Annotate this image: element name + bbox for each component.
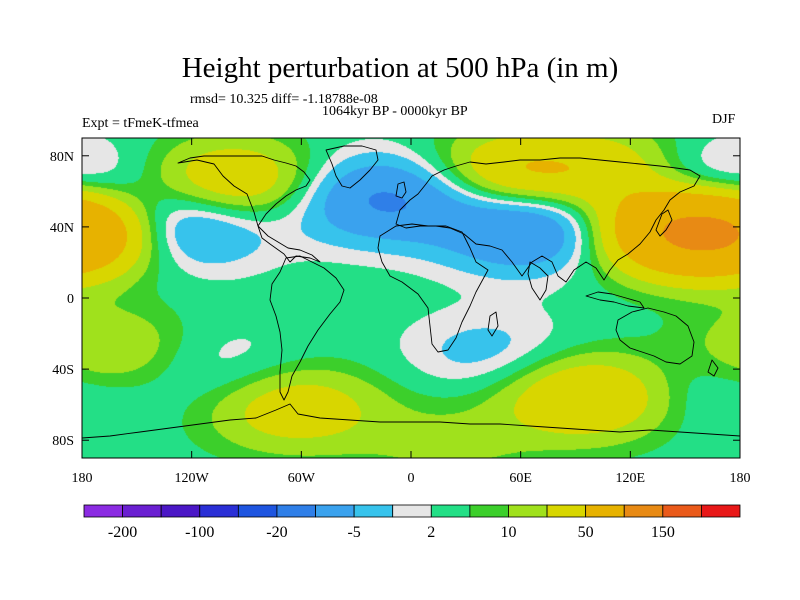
colorbar-swatch	[508, 504, 548, 518]
x-tick-label: 180	[730, 471, 751, 486]
colorbar-swatch	[623, 504, 664, 518]
colorbar-swatch	[353, 504, 394, 518]
colorbar-swatch	[662, 504, 702, 518]
colorbar-swatch	[237, 504, 278, 518]
colorbar-label: 150	[651, 524, 675, 541]
colorbar-swatch	[315, 504, 355, 518]
colorbar-swatch	[585, 504, 625, 518]
colorbar-label: 2	[427, 524, 435, 541]
africa-coastline	[377, 223, 489, 353]
new-zealand-coastline	[707, 359, 719, 377]
australia-coastline	[615, 307, 695, 365]
x-tick-label: 120W	[175, 471, 210, 486]
colorbar-swatch	[546, 504, 587, 518]
colorbar-swatch	[122, 504, 162, 518]
longitude-axis: 180 120W 60W 0 60E 120E 180	[72, 138, 751, 486]
stats-line: rmsd= 10.325 diff= -1.18788e-08	[190, 92, 378, 107]
period-label: 1064kyr BP - 0000kyr BP	[322, 104, 468, 119]
north-america-coastline	[177, 155, 321, 263]
colorbar-label: -100	[185, 524, 214, 541]
colorbar-swatch	[430, 504, 471, 518]
greenland-coastline	[325, 145, 379, 189]
x-tick-label: 60W	[288, 471, 316, 486]
x-tick-label: 120E	[616, 471, 646, 486]
y-tick-label: 0	[67, 292, 74, 307]
map-panel	[81, 137, 741, 459]
y-tick-label: 80N	[50, 150, 74, 165]
x-tick-label: 180	[72, 471, 93, 486]
x-tick-label: 0	[408, 471, 415, 486]
madagascar-coastline	[487, 311, 499, 337]
season-label: DJF	[712, 112, 736, 127]
latitude-axis: 80N 40N 0 40S 80S	[50, 150, 740, 449]
colorbar: -200 -100 -20 -5 2 10 50 150	[83, 504, 741, 541]
y-tick-label: 40S	[52, 363, 74, 378]
antarctica-coastline	[82, 403, 740, 439]
colorbar-swatch	[83, 504, 123, 518]
colorbar-swatch	[160, 504, 201, 518]
british-isles-coastline	[395, 181, 407, 199]
colorbar-label: -5	[347, 524, 360, 541]
japan-coastline	[655, 209, 673, 237]
y-tick-label: 80S	[52, 434, 74, 449]
eurasia-coastline	[395, 157, 701, 283]
colorbar-label: -20	[266, 524, 287, 541]
colorbar-label: -200	[108, 524, 137, 541]
y-tick-label: 40N	[50, 221, 74, 236]
colorbar-swatch	[276, 504, 316, 518]
colorbar-label: 10	[500, 524, 516, 541]
india-coastline	[527, 261, 549, 301]
height-perturbation-field	[82, 138, 740, 458]
colorbar-swatch	[701, 504, 741, 518]
colorbar-label: 50	[578, 524, 594, 541]
colorbar-swatch	[199, 504, 239, 518]
experiment-label: Expt = tFmeK-tfmea	[82, 116, 199, 131]
colorbar-swatch	[392, 504, 432, 518]
indonesia-coastline	[585, 291, 645, 309]
x-tick-label: 60E	[509, 471, 532, 486]
south-america-coastline	[269, 255, 345, 401]
coastlines	[82, 145, 740, 439]
plot-title: Height perturbation at 500 hPa (in m)	[181, 52, 619, 84]
colorbar-swatch	[469, 504, 509, 518]
